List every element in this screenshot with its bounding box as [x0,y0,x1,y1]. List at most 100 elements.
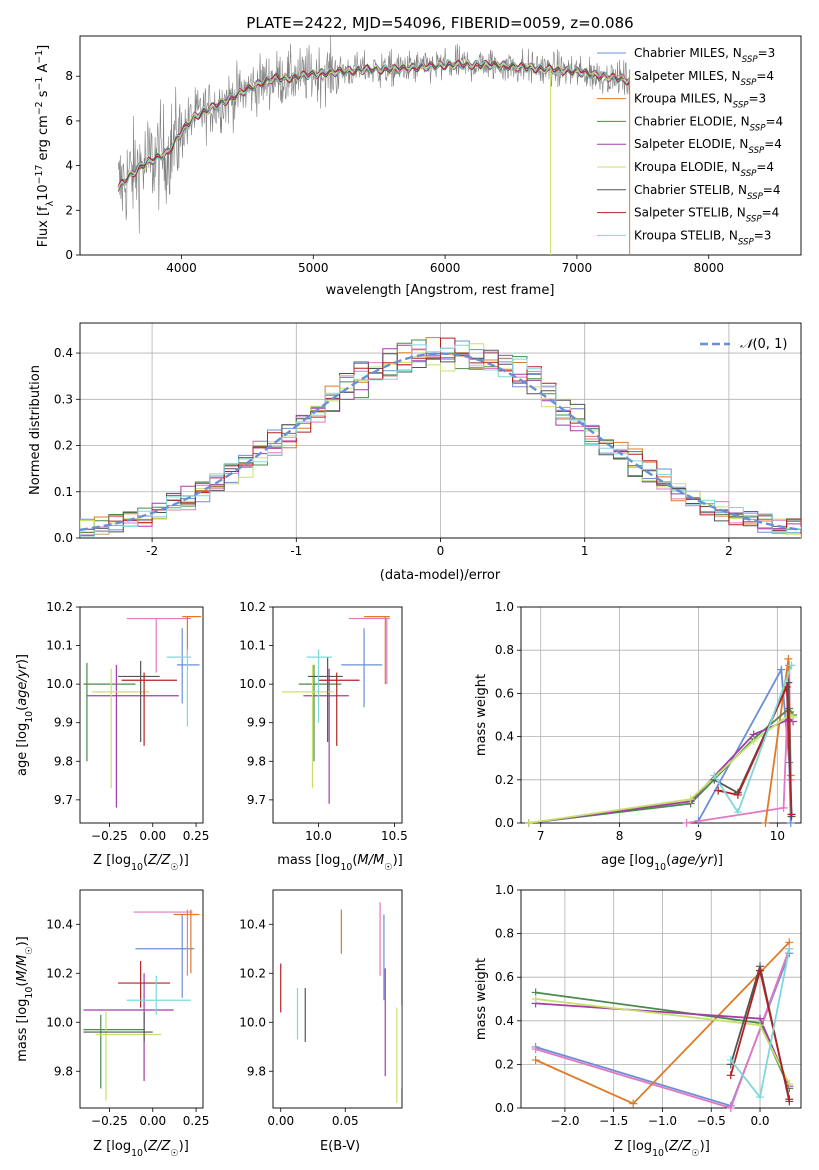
y-tick-label: 10.0 [239,1015,266,1029]
y-tick-label: 4 [65,159,73,173]
x-tick-label: −0.25 [91,829,128,843]
y-tick-label: 10.1 [46,639,73,653]
x-axis-label: age [log10(age/yr)] [601,853,723,873]
axes-frame [79,889,204,1109]
x-tick-label: 0.05 [332,1114,359,1128]
legend-entry: Chabrier MILES, NSSP=3 [634,46,775,65]
y-tick-label: 1.0 [495,883,514,897]
y-tick-label: 10.4 [46,917,73,931]
errorbar-kroupa_stelib [126,975,191,1015]
axes-age_vs_mass: 10.0 10.5 9.7 9.8 9.9 10.0 10.1 10.2 [239,600,407,843]
x-axis-label: Z [log10(Z/Z☉)] [93,853,189,873]
y-tick-label: 8 [65,69,73,83]
x-tick-label: -1 [290,544,302,558]
data-point [726,1071,735,1080]
y-axis-label: age [log10(age/yr)] [15,654,35,776]
errorbar-chabrier_stelib [118,661,160,742]
y-tick-label: 0 [65,248,73,262]
y-tick-label: 10.2 [46,966,73,980]
x-axis-label: Z [log10(Z/Z☉)] [93,1139,189,1159]
x-tick-label: −1.5 [599,1114,628,1128]
x-tick-label: 4000 [166,261,197,275]
axes-mass_vs_Z: −0.25 0.00 0.25 9.8 10.0 10.2 10.4 [46,917,209,1128]
x-tick-label: 0 [437,544,445,558]
errorbar-salpeter_miles [348,617,390,685]
legend-entry: Chabrier STELIB, NSSP=4 [634,183,781,202]
y-tick-label: 9.8 [247,754,266,768]
data-point [756,1021,765,1030]
y-tick-label: 1.0 [495,600,514,614]
data-point [531,1045,540,1054]
data-point [779,803,788,812]
errorbar-chabrier_elodie [298,664,342,762]
x-tick-label: 6000 [430,261,461,275]
errorbar-chabrier_stelib [307,657,343,742]
data-point [733,790,742,799]
axes-frame [79,322,802,539]
x-tick-label: 0.0 [750,1114,769,1128]
y-axis-label: mass [log10(M/M☉)] [15,936,35,1062]
x-axis-label: wavelength [Angstrom, rest frame] [326,283,555,298]
y-tick-label: 0.0 [54,531,73,545]
data-point [682,819,691,827]
x-tick-label: −1.0 [648,1114,677,1128]
axes-frame [520,889,802,1109]
y-tick-label: 10.0 [239,677,266,691]
data-point [686,795,695,804]
data-point [756,1093,765,1102]
y-axis-label: Flux [fλ10−17 erg cm−2 s−1 A−1] [34,45,56,247]
legend-entry: Salpeter MILES, NSSP=4 [634,69,774,88]
x-tick-label: 0.25 [183,1114,210,1128]
y-tick-label: 10.4 [239,917,266,931]
y-tick-label: 9.8 [247,1064,266,1078]
y-tick-label: 10.0 [46,677,73,691]
data-spectrum [117,36,630,234]
data-point [726,1104,735,1112]
y-tick-label: 9.7 [247,793,266,807]
y-tick-label: 10.0 [46,1015,73,1029]
y-tick-label: 0.6 [495,686,514,700]
x-tick-label: −0.5 [697,1114,726,1128]
x-tick-label: 8000 [693,261,724,275]
x-tick-label: 7 [537,829,545,843]
y-tick-label: 0.2 [495,1057,514,1071]
model-spectrum-kroupa_stelib [117,59,630,188]
data-point [733,808,742,817]
data-point [749,736,758,745]
x-tick-label: 0.00 [267,1114,294,1128]
legend-entry: 𝒩(0, 1) [740,337,787,352]
y-tick-label: 9.9 [247,716,266,730]
x-axis-label: (data-model)/error [380,568,501,583]
x-tick-label: 5000 [298,261,329,275]
y-tick-label: 10.2 [239,966,266,980]
gaussian-curve [80,352,801,532]
errorbar-kroupa_stelib [166,649,191,727]
errorbar-kroupa_miles [182,616,202,658]
errorbar-salpeter_stelib [318,672,360,746]
data-point [629,1099,638,1108]
x-tick-label: −0.25 [91,1114,128,1128]
data-point [710,771,719,780]
data-point [787,661,796,670]
axes-frame [79,35,802,256]
y-tick-label: 0.4 [495,1014,514,1028]
model-spectrum-chabrier_elodie [117,59,630,191]
axes-frame [520,606,802,824]
series-salpeter_stelib [718,686,793,815]
x-tick-label: 10.0 [305,829,332,843]
data-point [787,810,796,819]
x-tick-label: -2 [146,544,158,558]
y-axis-label: Normed distribution [28,365,43,495]
axes-frame [79,606,204,824]
axes-frame [272,606,403,824]
data-point [531,1056,540,1065]
y-tick-label: 0.0 [495,816,514,830]
errorbar-kroupa_miles [364,616,390,685]
y-tick-label: 0.8 [495,643,514,657]
errorbar-kroupa_elodie [92,668,150,789]
data-point [785,1095,794,1104]
y-tick-label: 2 [65,203,73,217]
y-tick-label: 9.8 [54,1064,73,1078]
errorbar-salpeter_miles [133,909,193,976]
